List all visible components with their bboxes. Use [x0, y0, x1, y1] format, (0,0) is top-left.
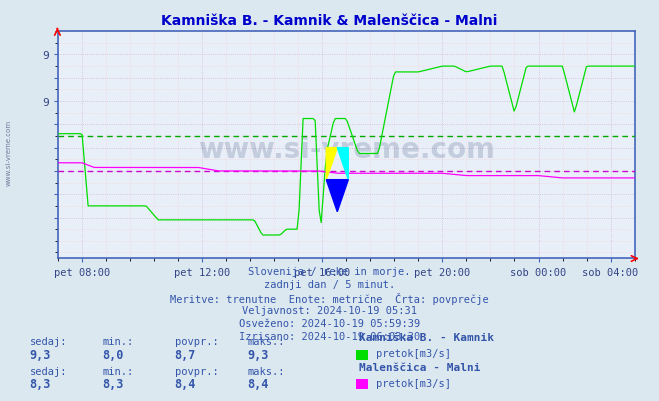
Text: 8,3: 8,3 — [102, 377, 123, 390]
Text: maks.:: maks.: — [247, 336, 285, 346]
Text: 8,7: 8,7 — [175, 348, 196, 360]
Text: pretok[m3/s]: pretok[m3/s] — [376, 348, 451, 358]
Text: Kamniška B. - Kamnik: Kamniška B. - Kamnik — [359, 332, 494, 342]
Text: Slovenija / reke in morje.: Slovenija / reke in morje. — [248, 267, 411, 277]
Text: pretok[m3/s]: pretok[m3/s] — [376, 378, 451, 388]
Text: povpr.:: povpr.: — [175, 336, 218, 346]
Text: min.:: min.: — [102, 336, 133, 346]
Polygon shape — [326, 148, 337, 180]
Text: min.:: min.: — [102, 366, 133, 376]
Text: Kamniška B. - Kamnik & Malenščica - Malni: Kamniška B. - Kamnik & Malenščica - Maln… — [161, 14, 498, 28]
Text: Osveženo: 2024-10-19 05:59:39: Osveženo: 2024-10-19 05:59:39 — [239, 318, 420, 328]
Text: 8,4: 8,4 — [247, 377, 268, 390]
Text: 9,3: 9,3 — [30, 348, 51, 360]
Text: Veljavnost: 2024-10-19 05:31: Veljavnost: 2024-10-19 05:31 — [242, 305, 417, 315]
Polygon shape — [337, 148, 349, 180]
Text: 8,0: 8,0 — [102, 348, 123, 360]
Text: zadnji dan / 5 minut.: zadnji dan / 5 minut. — [264, 279, 395, 290]
Text: www.si-vreme.com: www.si-vreme.com — [5, 119, 12, 185]
Text: 9,3: 9,3 — [247, 348, 268, 360]
Text: sedaj:: sedaj: — [30, 366, 67, 376]
Text: www.si-vreme.com: www.si-vreme.com — [198, 136, 495, 164]
Text: maks.:: maks.: — [247, 366, 285, 376]
Text: 8,3: 8,3 — [30, 377, 51, 390]
Polygon shape — [326, 180, 349, 212]
Text: Meritve: trenutne  Enote: metrične  Črta: povprečje: Meritve: trenutne Enote: metrične Črta: … — [170, 292, 489, 304]
Text: povpr.:: povpr.: — [175, 366, 218, 376]
Text: sedaj:: sedaj: — [30, 336, 67, 346]
Text: 8,4: 8,4 — [175, 377, 196, 390]
Text: Malenščica - Malni: Malenščica - Malni — [359, 362, 480, 372]
Text: Izrisano: 2024-10-19 06:03:30: Izrisano: 2024-10-19 06:03:30 — [239, 331, 420, 341]
